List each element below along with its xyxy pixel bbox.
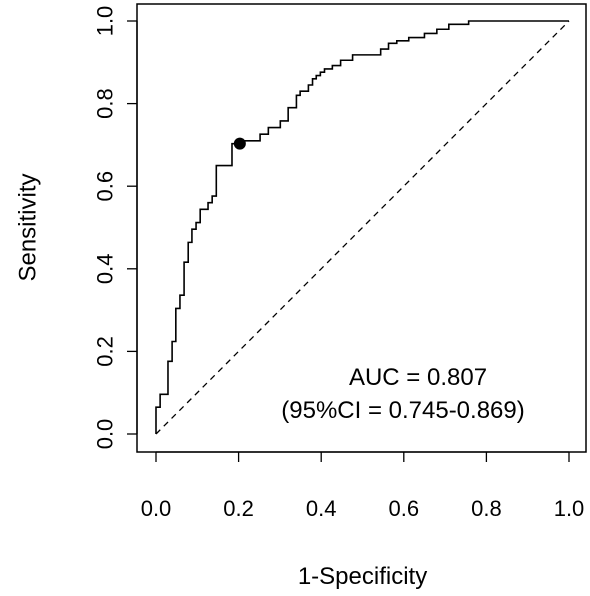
ci-annotation: (95%CI = 0.745-0.869) bbox=[281, 397, 524, 424]
y-axis-title: Sensitivity bbox=[15, 173, 42, 281]
x-axis: 0.0 0.2 0.4 0.6 0.8 1.0 bbox=[141, 451, 585, 521]
x-tick-label: 0.2 bbox=[223, 496, 254, 521]
x-tick-label: 0.6 bbox=[389, 496, 420, 521]
reference-diagonal-line bbox=[155, 20, 570, 435]
y-tick-label: 0.6 bbox=[93, 171, 118, 202]
x-tick-label: 0.0 bbox=[141, 496, 172, 521]
x-tick-label: 1.0 bbox=[554, 496, 585, 521]
x-axis-title: 1-Specificity bbox=[298, 563, 427, 590]
y-tick-label: 0.8 bbox=[93, 88, 118, 119]
y-tick-label: 0.2 bbox=[93, 336, 118, 367]
y-axis: 0.0 0.2 0.4 0.6 0.8 1.0 bbox=[93, 6, 138, 450]
optimal-cutoff-point bbox=[233, 137, 246, 150]
x-tick-label: 0.4 bbox=[306, 496, 337, 521]
x-tick-label: 0.8 bbox=[471, 496, 502, 521]
auc-annotation: AUC = 0.807 bbox=[349, 364, 487, 391]
y-tick-label: 0.4 bbox=[93, 254, 118, 285]
roc-curve bbox=[155, 20, 569, 434]
y-tick-label: 0.0 bbox=[93, 419, 118, 450]
y-tick-label: 1.0 bbox=[93, 6, 118, 37]
